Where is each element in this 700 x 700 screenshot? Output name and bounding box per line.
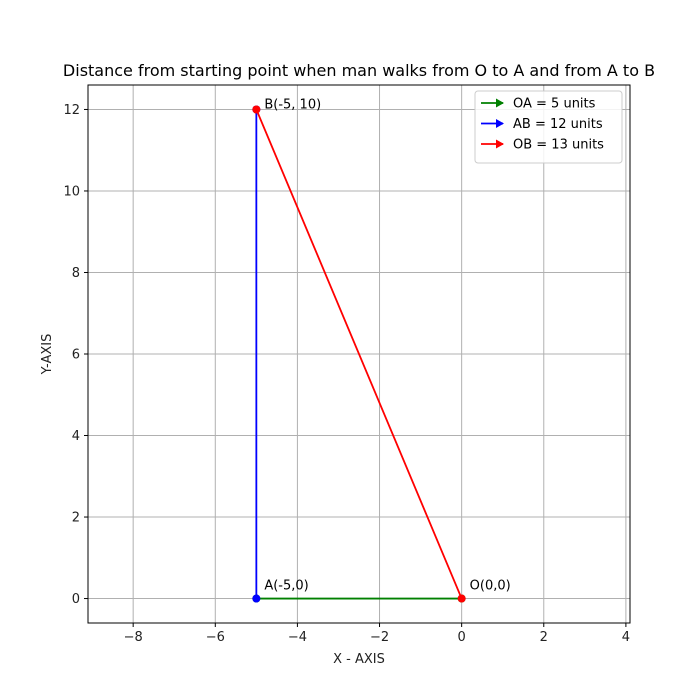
- x-tick-label: −2: [370, 630, 389, 645]
- y-axis-label: Y-AXIS: [40, 334, 55, 376]
- series-3: [252, 105, 466, 603]
- legend-item: AB = 12 units: [481, 117, 603, 132]
- y-tick-label: 4: [72, 429, 80, 444]
- y-tick-label: 8: [72, 266, 80, 281]
- axis-ticks: −8 −6 −4 −2 0 2 4 0 2 4 6 8 10 12: [63, 103, 630, 645]
- legend-swatch-marker: [496, 98, 504, 108]
- series-point: [457, 594, 466, 603]
- legend-item: OB = 13 units: [481, 138, 604, 153]
- legend-swatch-marker: [496, 139, 504, 149]
- y-tick-label: 6: [72, 348, 80, 363]
- legend-swatch-marker: [496, 119, 504, 128]
- series-point: [252, 105, 261, 114]
- x-tick-label: 4: [622, 630, 630, 645]
- series-point: [252, 594, 261, 603]
- x-tick-label: −4: [288, 630, 307, 645]
- x-tick-label: −6: [206, 630, 225, 645]
- annotations: O(0,0) A(-5,0) B(-5, 10): [264, 97, 510, 593]
- series-group: [252, 105, 466, 603]
- x-axis-label: X - AXIS: [333, 652, 385, 667]
- legend: OA = 5 units AB = 12 units OB = 13 units: [474, 90, 623, 164]
- series-line: [255, 109, 463, 599]
- legend-label: OA = 5 units: [513, 97, 596, 112]
- point-annotation: O(0,0): [470, 579, 511, 594]
- legend-label: AB = 12 units: [513, 117, 603, 132]
- legend-label: OB = 13 units: [513, 138, 604, 153]
- legend-item: OA = 5 units: [481, 97, 596, 112]
- y-tick-label: 2: [72, 511, 80, 526]
- y-tick-label: 0: [72, 592, 80, 607]
- x-tick-label: −8: [124, 630, 143, 645]
- legend-box: [474, 90, 623, 164]
- point-annotation: B(-5, 10): [264, 97, 321, 112]
- x-tick-label: 2: [540, 630, 548, 645]
- chart-title: Distance from starting point when man wa…: [63, 61, 655, 80]
- y-tick-label: 10: [63, 184, 80, 199]
- point-annotation: A(-5,0): [264, 579, 308, 594]
- y-tick-label: 12: [63, 103, 80, 118]
- x-tick-label: 0: [458, 630, 466, 645]
